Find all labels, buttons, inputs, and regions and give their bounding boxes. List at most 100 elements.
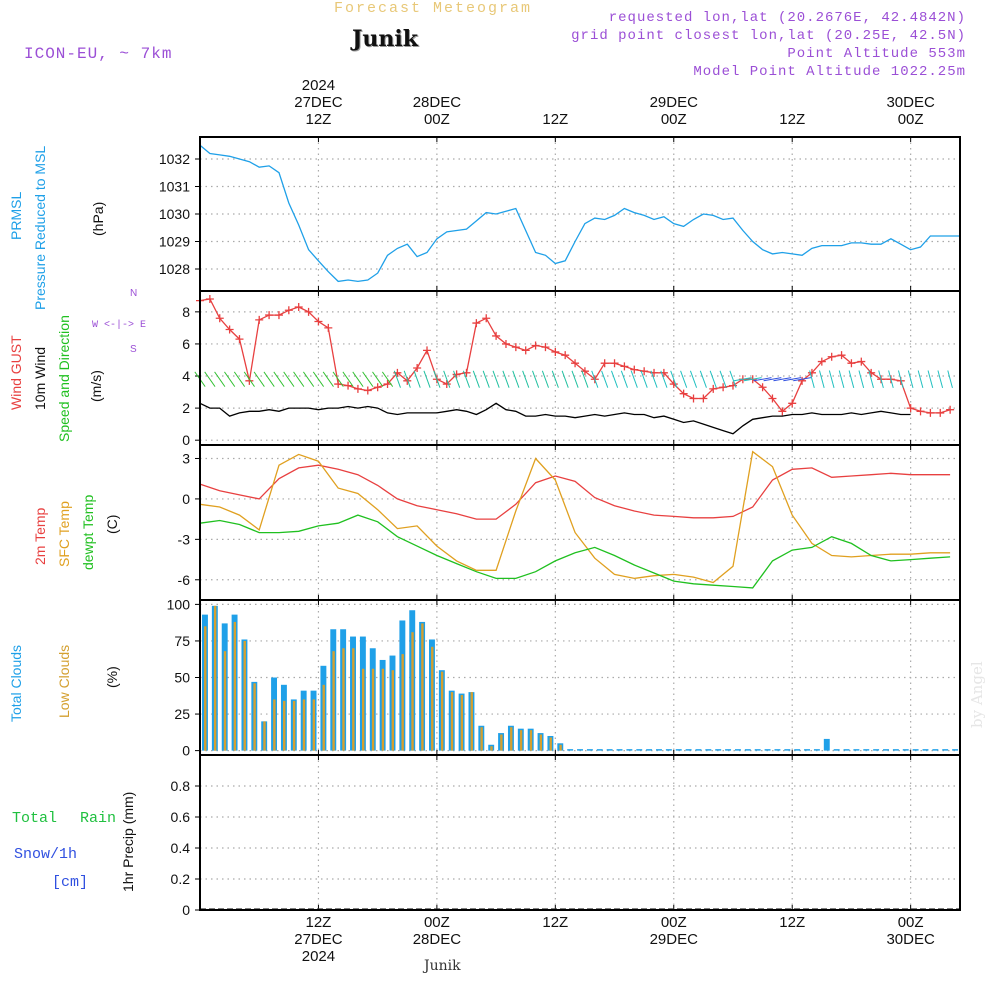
time-label-line: 00Z bbox=[660, 914, 687, 931]
total-cloud-bar bbox=[577, 749, 583, 751]
y-tick-label: 25 bbox=[174, 706, 190, 722]
low-cloud-bar bbox=[431, 646, 434, 751]
total-cloud-bar bbox=[932, 749, 939, 751]
wind-dir-arrow bbox=[492, 370, 500, 388]
wind-dir-arrow bbox=[561, 370, 569, 388]
gust-point bbox=[492, 331, 501, 340]
wind-dir-arrow bbox=[888, 370, 894, 389]
wind-dir-arrow bbox=[699, 370, 707, 388]
wind-dir-arrow bbox=[729, 370, 737, 388]
wind-dir-arrow bbox=[453, 370, 461, 388]
wind-speed-line bbox=[199, 402, 911, 435]
gust-point bbox=[511, 343, 520, 352]
gust-point bbox=[936, 408, 945, 417]
wind-dir-arrow bbox=[214, 371, 226, 387]
low-cloud-bar bbox=[302, 699, 306, 751]
y-tick-label: 75 bbox=[174, 633, 190, 649]
wind-dir-arrow bbox=[601, 370, 609, 388]
gust-point bbox=[334, 380, 343, 389]
time-label-line: 12Z bbox=[542, 914, 569, 931]
total-cloud-bar bbox=[892, 749, 899, 751]
total-cloud-bar bbox=[675, 749, 682, 751]
wind-dir-arrow bbox=[630, 370, 638, 388]
wind-dir-arrow bbox=[413, 370, 421, 388]
total-cloud-bar bbox=[804, 749, 810, 751]
time-label-line: 28DEC bbox=[412, 931, 462, 948]
low-cloud-bar bbox=[440, 671, 444, 751]
low-cloud-bar bbox=[273, 699, 276, 751]
wind-dir-arrow bbox=[927, 370, 934, 389]
gust-point bbox=[807, 368, 816, 377]
wind-dir-arrow bbox=[522, 370, 530, 388]
time-label: 30DEC 00Z bbox=[871, 94, 951, 128]
total-cloud-bar bbox=[833, 749, 840, 751]
time-label-line: 00Z bbox=[423, 914, 450, 931]
gust-point bbox=[344, 381, 353, 390]
gust-point bbox=[472, 319, 481, 328]
gust-point bbox=[778, 407, 787, 416]
total-cloud-bar bbox=[685, 749, 692, 751]
low-cloud-bar bbox=[263, 721, 266, 751]
wind-dir-arrow bbox=[224, 371, 236, 387]
gust-point bbox=[561, 351, 570, 360]
low-cloud-bar bbox=[559, 744, 562, 751]
low-cloud-bar bbox=[450, 692, 454, 751]
low-cloud-bar bbox=[549, 737, 552, 751]
compass-n: N bbox=[130, 288, 138, 299]
gust-point bbox=[265, 311, 274, 320]
time-label-line: 29DEC bbox=[649, 931, 698, 948]
wind-dir-arrow bbox=[512, 370, 520, 388]
pressure-line bbox=[199, 144, 960, 283]
gust-point bbox=[571, 359, 580, 368]
y-tick-label: 0 bbox=[182, 743, 190, 759]
rain-label-1: Total bbox=[12, 810, 58, 827]
gust-point bbox=[541, 343, 550, 352]
time-label: 12Z bbox=[752, 111, 832, 128]
wind-dir-arrow bbox=[660, 370, 668, 388]
time-label-line: 28DEC bbox=[412, 94, 462, 111]
wind-dir-arrow bbox=[462, 370, 471, 388]
wind-dir-arrow bbox=[381, 371, 394, 387]
y-tick-label: 1032 bbox=[159, 151, 190, 167]
time-label-line: 12Z bbox=[542, 111, 569, 128]
low-cloud-bar bbox=[391, 670, 394, 751]
dewpt-line bbox=[199, 514, 951, 589]
gust-point bbox=[413, 364, 422, 372]
total-cloud-bar bbox=[912, 749, 919, 751]
low-cloud-bar bbox=[204, 626, 207, 751]
gust-point bbox=[314, 317, 323, 326]
low-cloud-bar bbox=[421, 623, 424, 751]
total-cloud-bar bbox=[952, 749, 959, 751]
gust-point bbox=[452, 370, 461, 379]
total-cloud-bar bbox=[656, 749, 662, 751]
snow-unit: [cm] bbox=[52, 874, 89, 891]
total-cloud-bar bbox=[774, 749, 781, 751]
gust-point bbox=[857, 357, 866, 366]
total-cloud-bar bbox=[725, 749, 732, 751]
model-altitude: Model Point Altitude 1022.25m bbox=[693, 64, 966, 80]
t2m-line bbox=[199, 464, 951, 520]
y-tick-label: 8 bbox=[182, 304, 190, 320]
time-label-line: 00Z bbox=[660, 111, 687, 128]
low-cloud-bar bbox=[342, 648, 345, 751]
wind-dir-arrow bbox=[443, 370, 451, 388]
wind-dir-arrow bbox=[809, 370, 815, 389]
y-tick-label: -3 bbox=[178, 531, 191, 547]
wind-dir-arrow bbox=[372, 371, 384, 387]
low-cloud-bar bbox=[490, 746, 493, 751]
gust-line bbox=[199, 298, 951, 414]
gust-point bbox=[610, 359, 619, 368]
gust-point bbox=[768, 394, 777, 403]
total-cloud-bar bbox=[616, 749, 623, 751]
wind-dir-arrow bbox=[848, 370, 855, 389]
wind-dir-arrow bbox=[858, 370, 865, 389]
wind-dir-arrow bbox=[783, 377, 802, 382]
gust-point bbox=[383, 380, 392, 389]
low-cloud-bar bbox=[312, 699, 316, 751]
total-cloud-bar bbox=[705, 749, 712, 751]
y-tick-label: 0.4 bbox=[171, 840, 191, 856]
total-cloud-bar bbox=[715, 749, 722, 751]
time-label-line: 27DEC bbox=[294, 931, 343, 948]
y-tick-label: 3 bbox=[182, 450, 190, 466]
gust-point bbox=[215, 314, 224, 323]
